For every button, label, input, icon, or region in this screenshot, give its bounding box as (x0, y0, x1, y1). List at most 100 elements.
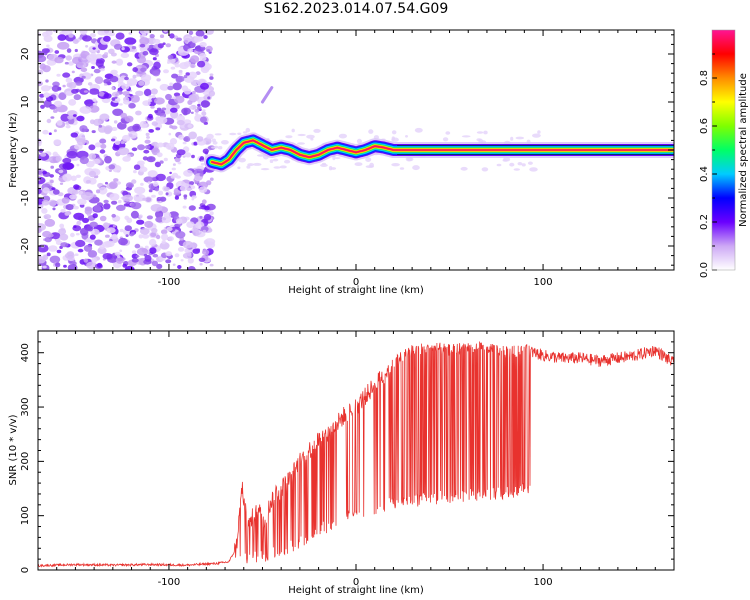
noise-blob (188, 93, 200, 102)
noise-blob (166, 227, 173, 232)
noise-blob (146, 136, 150, 139)
noise-blob (148, 95, 153, 98)
noise-blob (102, 222, 110, 229)
noise-blob (104, 30, 110, 34)
x-tick-label: 100 (534, 577, 553, 588)
noise-blob (85, 179, 91, 184)
noise-blob (183, 61, 192, 67)
noise-blob (42, 265, 47, 269)
noise-blob (88, 170, 97, 178)
noise-blob (188, 205, 196, 211)
faint-speck (252, 162, 262, 166)
noise-blob (199, 216, 203, 219)
noise-blob (143, 88, 152, 97)
y-tick-label: 300 (20, 397, 31, 416)
noise-blob (39, 93, 45, 98)
noise-blob (79, 30, 88, 35)
noise-blob (77, 215, 85, 221)
faint-speck (442, 137, 449, 142)
noise-blob (131, 147, 138, 152)
faint-speck (237, 132, 242, 135)
noise-blob (170, 66, 176, 70)
noise-blob (79, 106, 92, 114)
noise-blob (42, 129, 49, 135)
noise-blob (156, 263, 163, 269)
noise-blob (71, 70, 75, 74)
noise-blob (156, 78, 161, 82)
noise-blob (151, 142, 156, 146)
noise-blob (38, 244, 49, 253)
noise-blob (60, 113, 70, 122)
noise-blob (120, 112, 128, 119)
noise-blob (113, 43, 123, 50)
noise-blob (121, 47, 125, 51)
faint-speck (238, 157, 246, 163)
noise-blob (167, 54, 174, 60)
noise-blob (124, 115, 134, 123)
noise-blob (79, 125, 88, 133)
noise-blob (65, 77, 73, 83)
noise-blob (104, 125, 113, 133)
noise-blob (65, 204, 74, 211)
noise-blob (147, 170, 158, 178)
faint-speck (260, 168, 270, 171)
faint-speck (221, 140, 229, 145)
faint-speck (246, 165, 251, 169)
noise-blob (183, 194, 188, 198)
noise-blob (43, 99, 52, 108)
noise-blob (191, 154, 195, 159)
faint-speck (313, 128, 321, 133)
noise-blob (151, 260, 158, 267)
noise-blob (142, 234, 150, 239)
noise-blob (45, 79, 49, 83)
noise-blob (74, 253, 79, 256)
noise-blob (91, 257, 98, 264)
noise-blob (54, 50, 60, 54)
noise-blob (93, 204, 102, 212)
noise-blob (161, 233, 169, 241)
x-tick-label: 100 (534, 277, 553, 288)
noise-blob (62, 84, 66, 88)
noise-blob (157, 43, 164, 49)
noise-blob (98, 91, 105, 97)
noise-blob (155, 116, 168, 124)
faint-speck (242, 131, 248, 134)
noise-blob (87, 250, 98, 258)
noise-blob (204, 30, 214, 35)
noise-blob (130, 210, 139, 219)
noise-blob (132, 67, 138, 73)
noise-blob (180, 259, 184, 262)
noise-blob (186, 187, 193, 192)
noise-blob (94, 239, 103, 246)
noise-blob (99, 113, 110, 121)
faint-speck (212, 141, 218, 145)
noise-blob (121, 84, 130, 90)
noise-blob (182, 205, 187, 209)
noise-blob (207, 96, 211, 100)
noise-blob (99, 68, 105, 72)
noise-blob (122, 263, 127, 268)
noise-blob (137, 144, 146, 151)
noise-blob (103, 83, 108, 86)
noise-blob (130, 231, 135, 236)
noise-blob (176, 149, 186, 156)
noise-blob (38, 188, 42, 195)
noise-blob (199, 156, 205, 161)
noise-blob (175, 231, 186, 239)
noise-blob (51, 187, 56, 191)
faint-speck (334, 157, 341, 160)
noise-blob (187, 257, 194, 264)
faint-speck (460, 166, 468, 171)
snr-ylabel: SNR (10 * v/v) (8, 414, 19, 485)
noise-blob (187, 48, 194, 53)
spectrogram-ylabel: Frequency (Hz) (8, 112, 19, 188)
faint-speck (291, 128, 295, 133)
noise-blob (127, 62, 133, 67)
noise-blob (80, 192, 94, 200)
noise-blob (69, 194, 78, 200)
noise-blob (76, 115, 85, 122)
faint-speck (476, 131, 484, 134)
noise-blob (52, 151, 58, 157)
noise-blob (191, 195, 197, 199)
noise-blob (78, 133, 85, 140)
